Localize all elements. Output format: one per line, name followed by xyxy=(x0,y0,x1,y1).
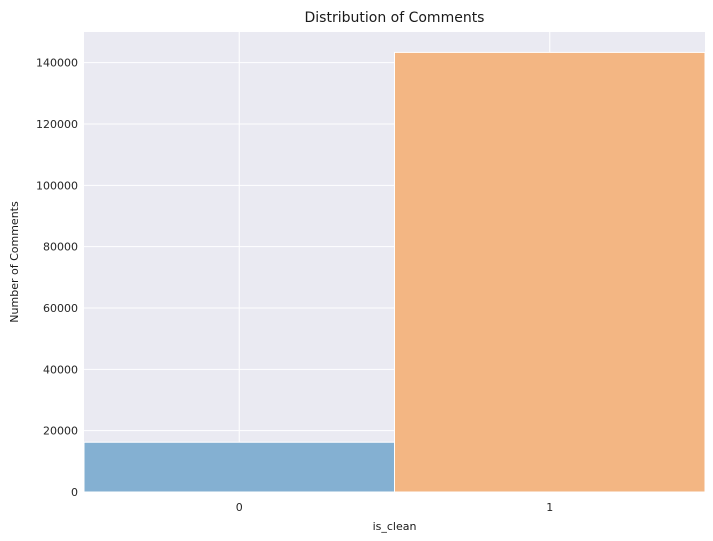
y-tick-label: 40000 xyxy=(43,363,78,376)
y-tick-labels: 0 20000 40000 60000 80000 100000 120000 140000 xyxy=(36,57,78,499)
y-axis-label: Number of Comments xyxy=(8,201,21,323)
bar-1 xyxy=(394,51,706,493)
y-tick-label: 20000 xyxy=(43,425,78,438)
y-tick-label: 120000 xyxy=(36,118,78,131)
x-axis-label: is_clean xyxy=(373,520,417,533)
y-tick-label: 60000 xyxy=(43,302,78,315)
y-tick-label: 140000 xyxy=(36,57,78,70)
bars xyxy=(83,51,706,493)
bar-0 xyxy=(83,441,395,493)
y-tick-label: 0 xyxy=(71,486,78,499)
x-tick-label: 0 xyxy=(236,501,243,514)
y-tick-label: 80000 xyxy=(43,241,78,254)
x-tick-label: 1 xyxy=(546,501,553,514)
chart-title: Distribution of Comments xyxy=(305,10,485,26)
y-tick-label: 100000 xyxy=(36,179,78,192)
